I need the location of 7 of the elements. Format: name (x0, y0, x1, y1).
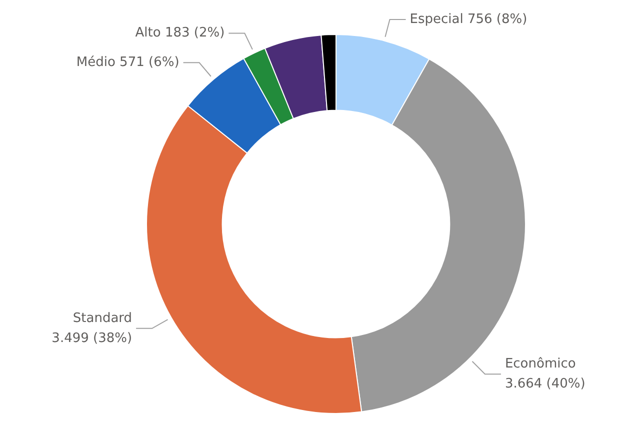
slice-label: Econômico (504, 356, 576, 372)
slice-label: Standard (72, 310, 132, 326)
slice-label: Especial 756 (8%) (410, 12, 528, 27)
data-label: 3.499 (38%) (52, 330, 132, 346)
slice-label: Alto 183 (2%) (135, 26, 225, 41)
slice-label: Médio 571 (6%) (76, 55, 180, 70)
data-label: 3.664 (40%) (504, 376, 586, 392)
